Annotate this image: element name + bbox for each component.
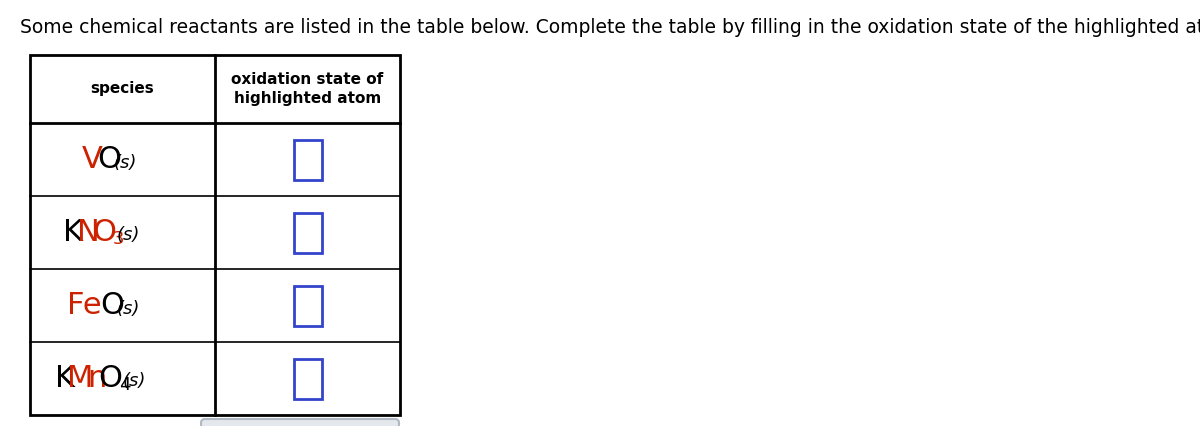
Bar (294, 139, 322, 179)
Text: O: O (97, 145, 121, 174)
Text: n: n (86, 364, 106, 393)
Text: K: K (54, 364, 74, 393)
Text: species: species (91, 81, 155, 97)
Text: oxidation state of
highlighted atom: oxidation state of highlighted atom (232, 72, 384, 106)
Text: (s): (s) (116, 299, 140, 317)
Text: K: K (62, 218, 83, 247)
Text: O: O (92, 218, 116, 247)
Text: O: O (101, 291, 125, 320)
Text: (s): (s) (116, 227, 140, 245)
Bar (294, 213, 322, 253)
Text: 4: 4 (119, 377, 131, 394)
Text: O: O (98, 364, 122, 393)
Bar (294, 359, 322, 398)
Bar (30, 55, 400, 415)
Text: M: M (67, 364, 94, 393)
FancyBboxPatch shape (202, 419, 398, 426)
Text: V: V (82, 145, 103, 174)
Text: N: N (77, 218, 100, 247)
Text: (s): (s) (122, 372, 146, 391)
Text: (s): (s) (114, 153, 137, 172)
Bar (294, 285, 322, 325)
Text: Some chemical reactants are listed in the table below. Complete the table by fil: Some chemical reactants are listed in th… (20, 18, 1200, 37)
Text: Fe: Fe (67, 291, 102, 320)
Text: 3: 3 (113, 230, 125, 248)
